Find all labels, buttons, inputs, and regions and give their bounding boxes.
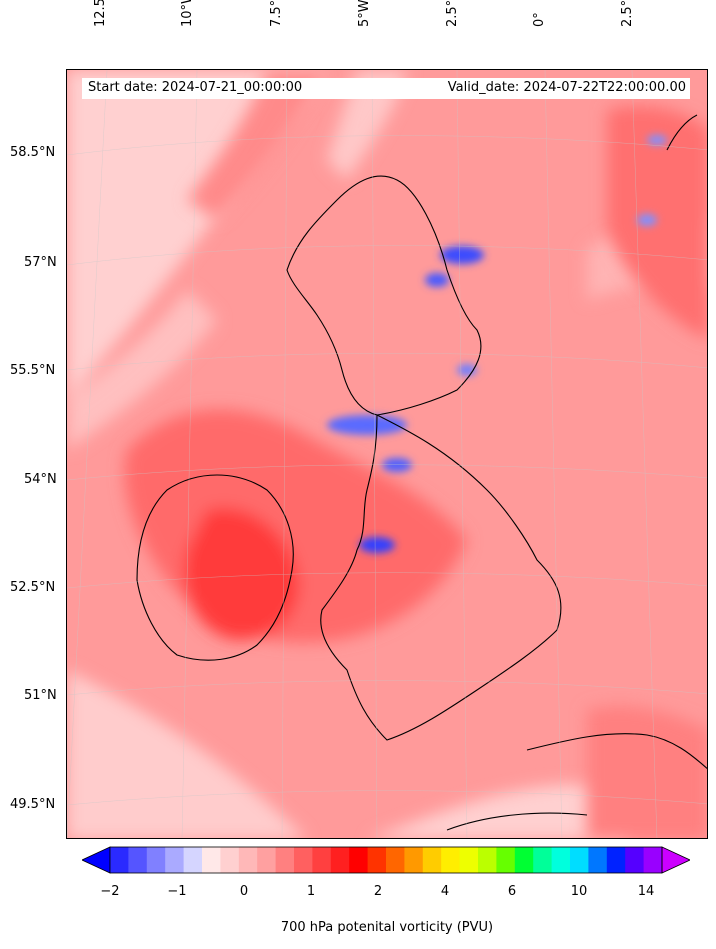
colorbar-segment bbox=[422, 847, 442, 873]
lon-label: 2.5°E bbox=[620, 0, 635, 27]
colorbar-segment bbox=[386, 847, 405, 873]
lat-label: 58.5°N bbox=[10, 145, 56, 160]
lon-label: 5°W bbox=[357, 0, 372, 27]
colorbar-segment bbox=[496, 847, 516, 873]
colorbar-tick: 4 bbox=[440, 884, 450, 899]
colorbar-segment bbox=[146, 847, 166, 873]
valid-date: Valid_date: 2024-07-22T22:00:00.00 bbox=[447, 80, 686, 95]
colorbar-segment bbox=[312, 847, 332, 873]
colorbar-tick: 0 bbox=[239, 884, 249, 899]
strong-bands bbox=[124, 70, 707, 838]
colorbar-segment bbox=[330, 847, 350, 873]
colorbar-segment bbox=[441, 847, 461, 873]
lon-label: 12.5°W bbox=[93, 0, 108, 27]
colorbar-label: 700 hPa potenital vorticity (PVU) bbox=[280, 920, 494, 935]
colorbar-segment bbox=[128, 847, 148, 873]
colorbar-segment bbox=[220, 847, 240, 873]
colorbar-segment bbox=[367, 847, 387, 873]
colorbar-extend-max bbox=[661, 846, 691, 874]
lon-label: 10°W bbox=[180, 0, 195, 27]
colorbar-segment bbox=[238, 847, 258, 873]
colorbar-segment bbox=[275, 847, 295, 873]
lat-label: 57°N bbox=[24, 255, 57, 270]
colorbar-segment bbox=[478, 847, 497, 873]
lon-label: 7.5°W bbox=[269, 0, 284, 27]
colorbar-segment bbox=[110, 847, 129, 873]
colorbar-segment bbox=[257, 847, 277, 873]
pv-field-map bbox=[67, 70, 707, 838]
colorbar-segment bbox=[404, 847, 424, 873]
date-info-box: Start date: 2024-07-21_00:00:00 Valid_da… bbox=[82, 78, 690, 99]
start-date: Start date: 2024-07-21_00:00:00 bbox=[88, 80, 303, 95]
colorbar-segment bbox=[606, 847, 626, 873]
colorbar-tick: 6 bbox=[507, 884, 517, 899]
map-panel[interactable] bbox=[66, 69, 708, 839]
colorbar-segment bbox=[588, 847, 608, 873]
colorbar-outline bbox=[109, 846, 663, 874]
colorbar bbox=[81, 845, 691, 875]
colorbar-segment bbox=[202, 847, 221, 873]
lat-label: 54°N bbox=[24, 472, 57, 487]
colorbar-segment bbox=[551, 847, 571, 873]
colorbar-segment bbox=[570, 847, 589, 873]
lat-label: 52.5°N bbox=[10, 580, 56, 595]
colorbar-segment bbox=[183, 847, 203, 873]
colorbar-segment bbox=[514, 847, 534, 873]
colorbar-extend-min bbox=[81, 846, 111, 874]
colorbar-tick: 14 bbox=[637, 884, 655, 899]
lat-label: 51°N bbox=[24, 688, 57, 703]
colorbar-tick: 2 bbox=[373, 884, 383, 899]
colorbar-segment bbox=[643, 847, 663, 873]
lat-label: 49.5°N bbox=[10, 797, 56, 812]
lon-label: 2.5°W bbox=[445, 0, 460, 27]
lon-label: 0° bbox=[532, 12, 547, 27]
colorbar-segment bbox=[165, 847, 185, 873]
colorbar-svg bbox=[81, 846, 691, 874]
colorbar-segment bbox=[349, 847, 369, 873]
colorbar-tick: −1 bbox=[167, 884, 187, 899]
colorbar-tick: −2 bbox=[100, 884, 120, 899]
colorbar-tick: 10 bbox=[570, 884, 588, 899]
colorbar-segment bbox=[459, 847, 479, 873]
colorbar-tick: 1 bbox=[306, 884, 316, 899]
coastlines bbox=[136, 114, 707, 831]
graticule bbox=[67, 70, 707, 838]
colorbar-segment bbox=[533, 847, 553, 873]
colorbar-segment bbox=[625, 847, 645, 873]
colorbar-segment bbox=[294, 847, 313, 873]
lat-label: 55.5°N bbox=[10, 363, 56, 378]
